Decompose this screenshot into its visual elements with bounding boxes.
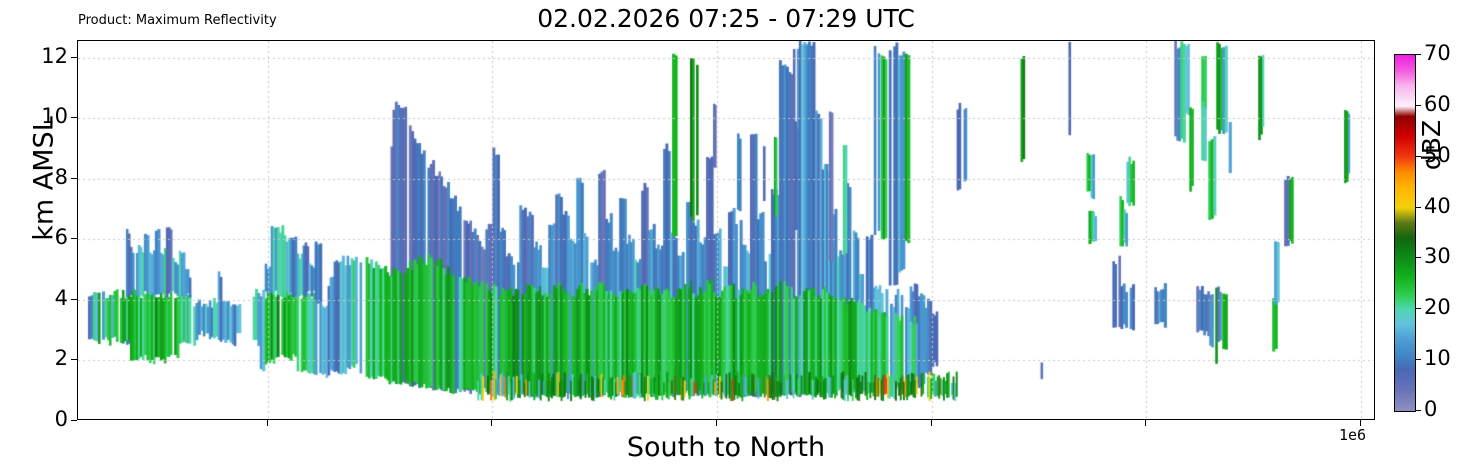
- colorbar-tick-mark: [1415, 156, 1421, 158]
- product-annotation: Product: Maximum Reflectivity: [78, 13, 277, 28]
- plot-area: [77, 40, 1375, 420]
- colorbar-tick-label: 30: [1424, 244, 1451, 269]
- x-tick-mark: [267, 420, 269, 426]
- y-tick-mark: [71, 57, 77, 59]
- colorbar-tick-mark: [1415, 54, 1421, 56]
- x-tick-mark: [931, 420, 933, 426]
- x-tick-mark: [1360, 420, 1362, 426]
- page-title: 02.02.2026 07:25 - 07:29 UTC: [537, 4, 915, 33]
- colorbar-tick-mark: [1415, 257, 1421, 259]
- y-tick-label: 0: [54, 407, 68, 431]
- colorbar-tick-mark: [1415, 105, 1421, 107]
- reflectivity-heatmap-canvas: [78, 41, 1374, 419]
- colorbar-tick-mark: [1415, 359, 1421, 361]
- y-tick-mark: [71, 238, 77, 240]
- y-tick-mark: [71, 299, 77, 301]
- x-tick-mark: [716, 420, 718, 426]
- colorbar-tick-mark: [1415, 308, 1421, 310]
- y-tick-label: 8: [54, 164, 68, 189]
- colorbar: [1394, 54, 1416, 412]
- x-axis-label: South to North: [626, 432, 826, 463]
- colorbar-tick-label: 50: [1424, 142, 1451, 167]
- x-tick-mark: [1145, 420, 1147, 426]
- colorbar-label: dBZ: [1417, 119, 1446, 171]
- x-axis-offset-text: 1e6: [1339, 426, 1367, 444]
- colorbar-tick-mark: [1415, 410, 1421, 412]
- y-tick-label: 12: [41, 43, 68, 68]
- y-tick-mark: [71, 178, 77, 180]
- colorbar-tick-label: 10: [1424, 346, 1451, 371]
- colorbar-tick-label: 40: [1424, 193, 1451, 218]
- y-tick-mark: [71, 359, 77, 361]
- colorbar-tick-label: 60: [1424, 91, 1451, 116]
- colorbar-tick-mark: [1415, 207, 1421, 209]
- y-tick-mark: [71, 117, 77, 119]
- colorbar-tick-label: 0: [1424, 397, 1438, 421]
- y-tick-label: 10: [41, 104, 68, 129]
- y-tick-label: 6: [54, 225, 68, 250]
- y-tick-label: 2: [54, 346, 68, 371]
- colorbar-tick-label: 20: [1424, 295, 1451, 320]
- colorbar-tick-label: 70: [1424, 41, 1451, 65]
- colorbar-gradient: [1394, 54, 1416, 412]
- y-tick-mark: [71, 420, 77, 422]
- y-tick-label: 4: [54, 285, 68, 310]
- x-tick-mark: [491, 420, 493, 426]
